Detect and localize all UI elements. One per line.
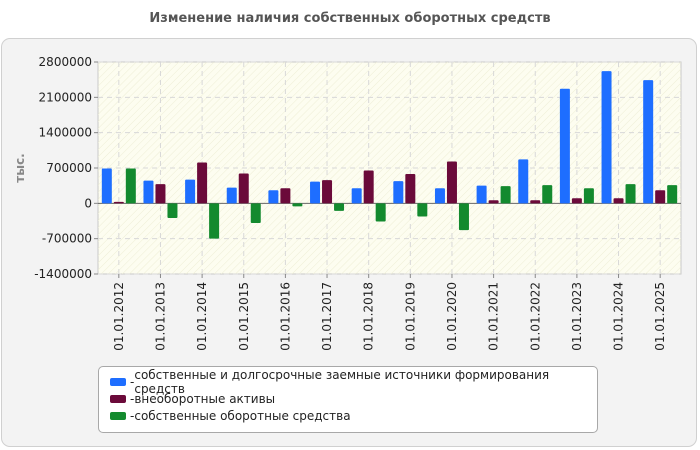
bar-sources [559,88,570,204]
bar-sources [226,187,237,204]
bar-working-capital [209,203,220,239]
bar-sources [310,181,321,204]
bar-working-capital [125,168,136,204]
x-tick-label: 01.01.2021 [487,282,501,351]
y-tick-label: 700000 [46,161,92,175]
y-tick-label: 1400000 [39,126,92,140]
bar-fixed-assets [530,200,541,204]
bar-sources [143,180,154,204]
bar-working-capital [292,203,303,207]
legend-prefix: - [130,374,135,389]
bar-fixed-assets [155,184,166,204]
bar-working-capital [625,184,636,204]
bar-working-capital [542,185,553,204]
legend-prefix: - [130,391,135,406]
bar-working-capital [375,203,386,222]
legend-item-working-capital: - собственные оборотные средства [110,407,597,424]
y-tick-label: 2100000 [39,90,92,104]
bar-working-capital [500,186,511,204]
y-tick-label: 0 [84,196,92,210]
bar-sources [601,71,612,204]
x-tick-label: 01.01.2019 [403,282,417,351]
legend-item-sources: - собственные и долгосрочные заемные ист… [110,368,597,396]
bar-working-capital [334,203,345,211]
bar-sources [101,168,112,204]
bar-sources [393,181,404,204]
bar-fixed-assets [655,190,666,204]
x-tick-label: 01.01.2024 [612,282,626,351]
legend-item-fixed-assets: - внеоборотные активы [110,390,597,407]
bar-sources [518,159,529,204]
x-tick-label: 01.01.2012 [112,282,126,351]
bar-fixed-assets [238,173,249,204]
bar-fixed-assets [280,188,291,204]
x-tick-label: 01.01.2017 [320,282,334,351]
x-tick-label: 01.01.2022 [528,282,542,351]
legend-label-sources: собственные и долгосрочные заемные источ… [134,367,550,396]
bar-sources [185,179,196,204]
y-tick-label: -700000 [42,232,92,246]
bar-working-capital [167,203,178,218]
bar-working-capital [583,188,594,204]
legend-swatch-working-capital [110,411,126,420]
y-axis-label: тыс. [13,153,27,182]
bar-sources [351,188,362,204]
x-tick-label: 01.01.2013 [153,282,167,351]
bar-fixed-assets [405,174,416,204]
x-tick-label: 01.01.2015 [237,282,251,351]
legend: - собственные и долгосрочные заемные ист… [98,366,598,433]
x-tick-label: 01.01.2018 [362,282,376,351]
bar-working-capital [250,203,261,224]
bar-fixed-assets [363,170,374,204]
bar-working-capital [458,203,469,231]
bar-sources [643,80,654,204]
bar-fixed-assets [446,161,457,204]
legend-swatch-fixed-assets [110,394,126,403]
y-tick-label: 2800000 [39,55,92,69]
bar-working-capital [417,203,428,217]
legend-swatch-sources [110,377,126,386]
x-tick-label: 01.01.2016 [278,282,292,351]
x-tick-label: 01.01.2025 [653,282,667,351]
bar-fixed-assets [571,198,582,204]
x-tick-label: 01.01.2023 [570,282,584,351]
bar-fixed-assets [613,198,624,204]
legend-label-working-capital: собственные оборотные средства [134,408,351,423]
bar-fixed-assets [113,201,124,204]
bar-fixed-assets [488,200,499,204]
bar-fixed-assets [197,162,208,204]
bar-sources [476,185,487,204]
chart-title: Изменение наличия собственных оборотных … [149,11,551,26]
bar-working-capital [667,185,678,204]
bar-sources [434,188,445,204]
bar-sources [268,190,279,204]
x-tick-label: 01.01.2020 [445,282,459,351]
bar-fixed-assets [322,180,333,204]
legend-label-fixed-assets: внеоборотные активы [134,391,276,406]
x-tick-label: 01.01.2014 [195,282,209,351]
legend-prefix: - [130,408,135,423]
y-tick-label: -1400000 [34,267,92,281]
